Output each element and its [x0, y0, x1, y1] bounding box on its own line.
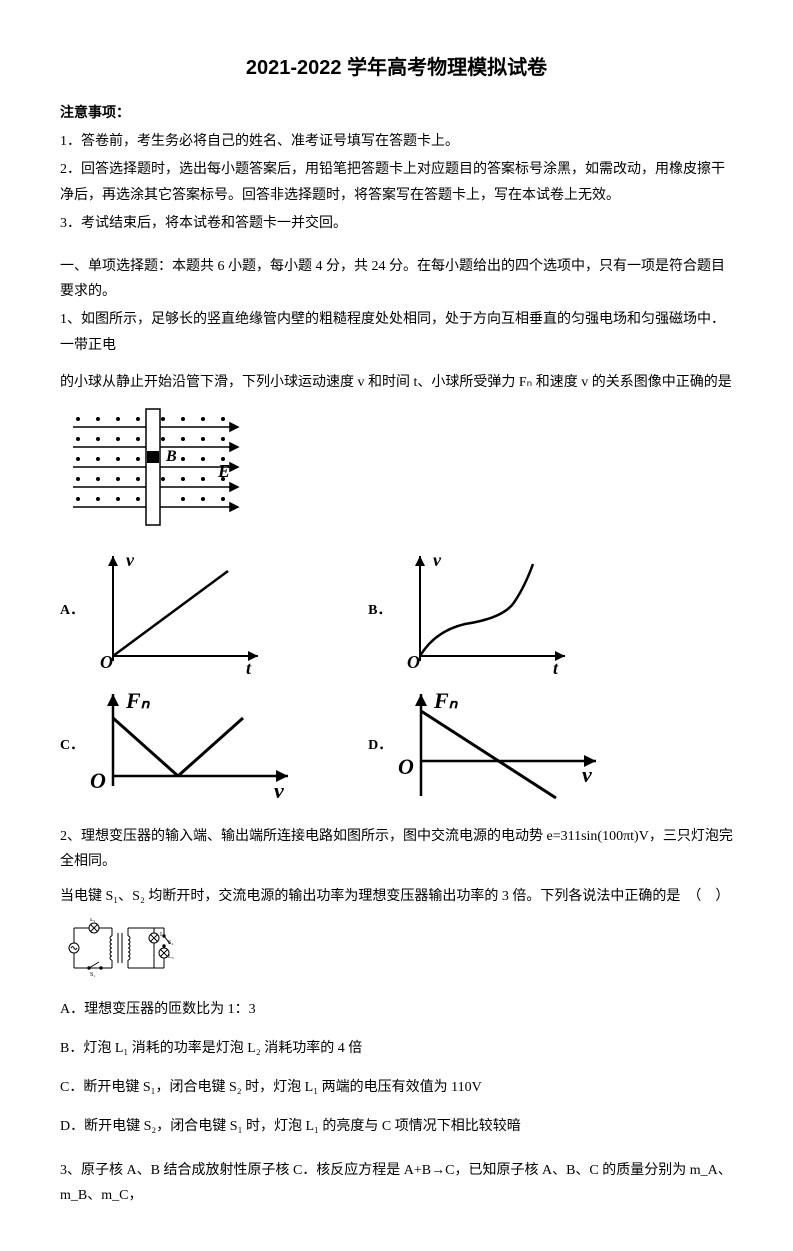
q2-opt-c: C．断开电键 S₁，闭合电键 S₂ 时，灯泡 L₁ 两端的电压有效值为 110V	[60, 1075, 733, 1100]
svg-text:O: O	[90, 768, 106, 793]
q2-opt-b: B．灯泡 L₁ 消耗的功率是灯泡 L₂ 消耗功率的 4 倍	[60, 1036, 733, 1061]
svg-text:v: v	[274, 778, 284, 803]
notice-3: 3．考试结束后，将本试卷和答题卡一并交回。	[60, 211, 733, 236]
svg-text:S₁: S₁	[90, 972, 95, 978]
svg-text:v: v	[433, 550, 442, 570]
svg-text:v: v	[126, 550, 135, 570]
q2-opt-a: A．理想变压器的匝数比为 1：3	[60, 997, 733, 1022]
q3-line1: 3、原子核 A、B 结合成放射性原子核 C．核反应方程是 A+B→C，已知原子核…	[60, 1158, 733, 1208]
svg-text:E: E	[217, 461, 230, 481]
q2-circuit-diagram: L₁ L₂ L₃ S₁ S₂	[64, 918, 733, 987]
graph-b-vt: O v t	[395, 546, 575, 676]
svg-text:O: O	[398, 754, 414, 779]
q1-option-b: B． O v t	[368, 546, 575, 676]
section-1-heading: 一、单项选择题：本题共 6 小题，每小题 4 分，共 24 分。在每小题给出的四…	[60, 254, 733, 304]
q1-option-d: D． O Fₙ v	[368, 686, 606, 806]
graph-c-fnv: O Fₙ v	[88, 686, 298, 806]
graph-d-fnv: O Fₙ v	[396, 686, 606, 806]
svg-text:O: O	[100, 652, 113, 672]
q2-opt-d: D．断开电键 S₂，闭合电键 S₁ 时，灯泡 L₁ 的亮度与 C 项情况下相比较…	[60, 1114, 733, 1139]
q1-line1: 1、如图所示，足够长的竖直绝缘管内壁的粗糙程度处处相同，处于方向互相垂直的匀强电…	[60, 307, 733, 357]
page-title: 2021-2022 学年高考物理模拟试卷	[60, 50, 733, 86]
notice-1: 1．答卷前，考生务必将自己的姓名、准考证号填写在答题卡上。	[60, 129, 733, 154]
svg-text:B: B	[165, 448, 177, 465]
svg-text:v: v	[582, 762, 592, 787]
svg-text:L₂: L₂	[160, 932, 166, 938]
svg-text:Fₙ: Fₙ	[125, 688, 151, 713]
q1-line2: 的小球从静止开始沿管下滑，下列小球运动速度 v 和时间 t、小球所受弹力 Fₙ …	[60, 370, 733, 395]
q1-row-ab: A． O v t B． O v t	[60, 546, 733, 676]
graph-a-vt: O v t	[88, 546, 268, 676]
svg-text:t: t	[553, 658, 559, 676]
svg-text:O: O	[407, 652, 420, 672]
q1-row-cd: C． O Fₙ v D． O Fₙ v	[60, 686, 733, 806]
svg-text:L₁: L₁	[90, 918, 96, 923]
svg-text:S₂: S₂	[168, 940, 173, 946]
svg-text:L₃: L₃	[168, 954, 174, 960]
svg-text:t: t	[246, 658, 252, 676]
q2-line2: 当电键 S₁、S₂ 均断开时，交流电源的输出功率为理想变压器输出功率的 3 倍。…	[60, 884, 733, 909]
notice-2: 2．回答选择题时，选出每小题答案后，用铅笔把答题卡上对应题目的答案标号涂黑，如需…	[60, 157, 733, 207]
q1-option-c: C． O Fₙ v	[60, 686, 298, 806]
svg-text:Fₙ: Fₙ	[433, 688, 459, 713]
q1-option-a: A． O v t	[60, 546, 268, 676]
q1-field-diagram: B E	[68, 407, 733, 536]
notice-heading: 注意事项：	[60, 101, 733, 126]
q2-line1: 2、理想变压器的输入端、输出端所连接电路如图所示，图中交流电源的电动势 e=31…	[60, 824, 733, 874]
